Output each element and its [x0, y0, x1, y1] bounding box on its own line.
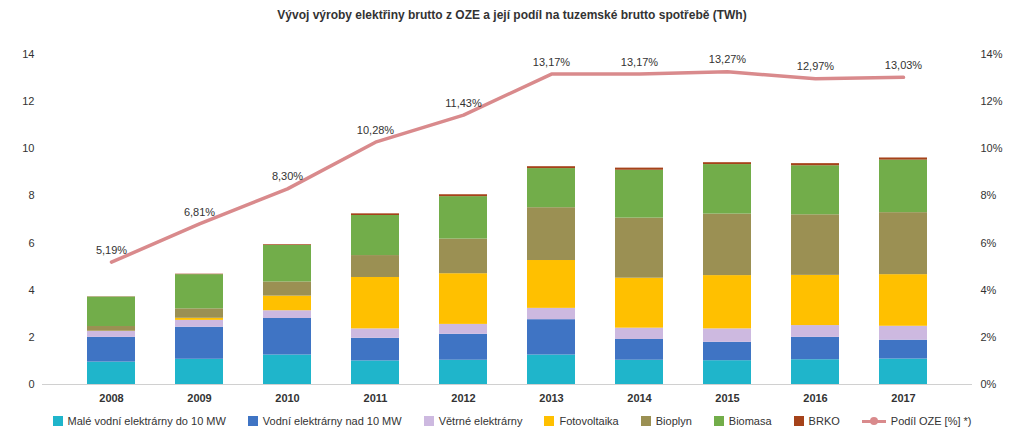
html-text:Malé vodní elektrárny do 10 MW: Malé vodní elektrárny do 10 MW — [67, 415, 226, 427]
svg-text:8: 8 — [28, 189, 34, 201]
svg-text:2014: 2014 — [627, 392, 652, 404]
svg-text:12%: 12% — [981, 95, 1003, 107]
svg-text:0%: 0% — [981, 378, 997, 390]
svg-text:10: 10 — [22, 142, 34, 154]
svg-text:2015: 2015 — [715, 392, 739, 404]
html-text:Bioplyn: Bioplyn — [655, 415, 692, 427]
svg-text:2010: 2010 — [275, 392, 299, 404]
svg-text:12,97%: 12,97% — [797, 60, 835, 72]
html-text:Podíl OZE [%] *): Podíl OZE [%] *) — [890, 415, 972, 427]
svg-text:12: 12 — [22, 95, 34, 107]
svg-text:2012: 2012 — [451, 392, 475, 404]
svg-text:8,30%: 8,30% — [272, 170, 303, 182]
html-text:Biomasa: Biomasa — [728, 415, 772, 427]
html-text:Vodní elektrárny nad 10 MW: Vodní elektrárny nad 10 MW — [262, 415, 402, 427]
svg-text:2%: 2% — [981, 331, 997, 343]
svg-text:6,81%: 6,81% — [184, 205, 215, 217]
html-text:Fotovoltaika: Fotovoltaika — [559, 415, 619, 427]
svg-text:2009: 2009 — [187, 392, 211, 404]
html-text:Vývoj výroby elektřiny brutto: Vývoj výroby elektřiny brutto z OZE a je… — [277, 8, 747, 22]
svg-text:13,17%: 13,17% — [533, 56, 571, 68]
svg-text:6%: 6% — [981, 237, 997, 249]
svg-text:8%: 8% — [981, 189, 997, 201]
svg-text:2013: 2013 — [539, 392, 563, 404]
svg-text:2008: 2008 — [99, 392, 123, 404]
svg-text:14%: 14% — [981, 48, 1003, 60]
svg-text:10%: 10% — [981, 142, 1003, 154]
svg-text:2017: 2017 — [891, 392, 915, 404]
svg-text:14: 14 — [22, 48, 34, 60]
svg-text:10,28%: 10,28% — [357, 124, 395, 136]
svg-text:2: 2 — [28, 331, 34, 343]
svg-text:13,27%: 13,27% — [709, 53, 747, 65]
svg-text:5,19%: 5,19% — [96, 244, 127, 256]
svg-text:4: 4 — [28, 284, 34, 296]
html-text:BRKO: BRKO — [808, 415, 840, 427]
svg-text:2011: 2011 — [364, 392, 388, 404]
html-text:Větrné elektrárny: Větrné elektrárny — [438, 415, 523, 427]
svg-text:13,03%: 13,03% — [885, 59, 923, 71]
svg-text:13,17%: 13,17% — [621, 56, 659, 68]
svg-text:2016: 2016 — [803, 392, 827, 404]
svg-text:4%: 4% — [981, 284, 997, 296]
svg-text:0: 0 — [28, 378, 34, 390]
svg-text:6: 6 — [28, 237, 34, 249]
svg-text:11,43%: 11,43% — [445, 97, 482, 109]
